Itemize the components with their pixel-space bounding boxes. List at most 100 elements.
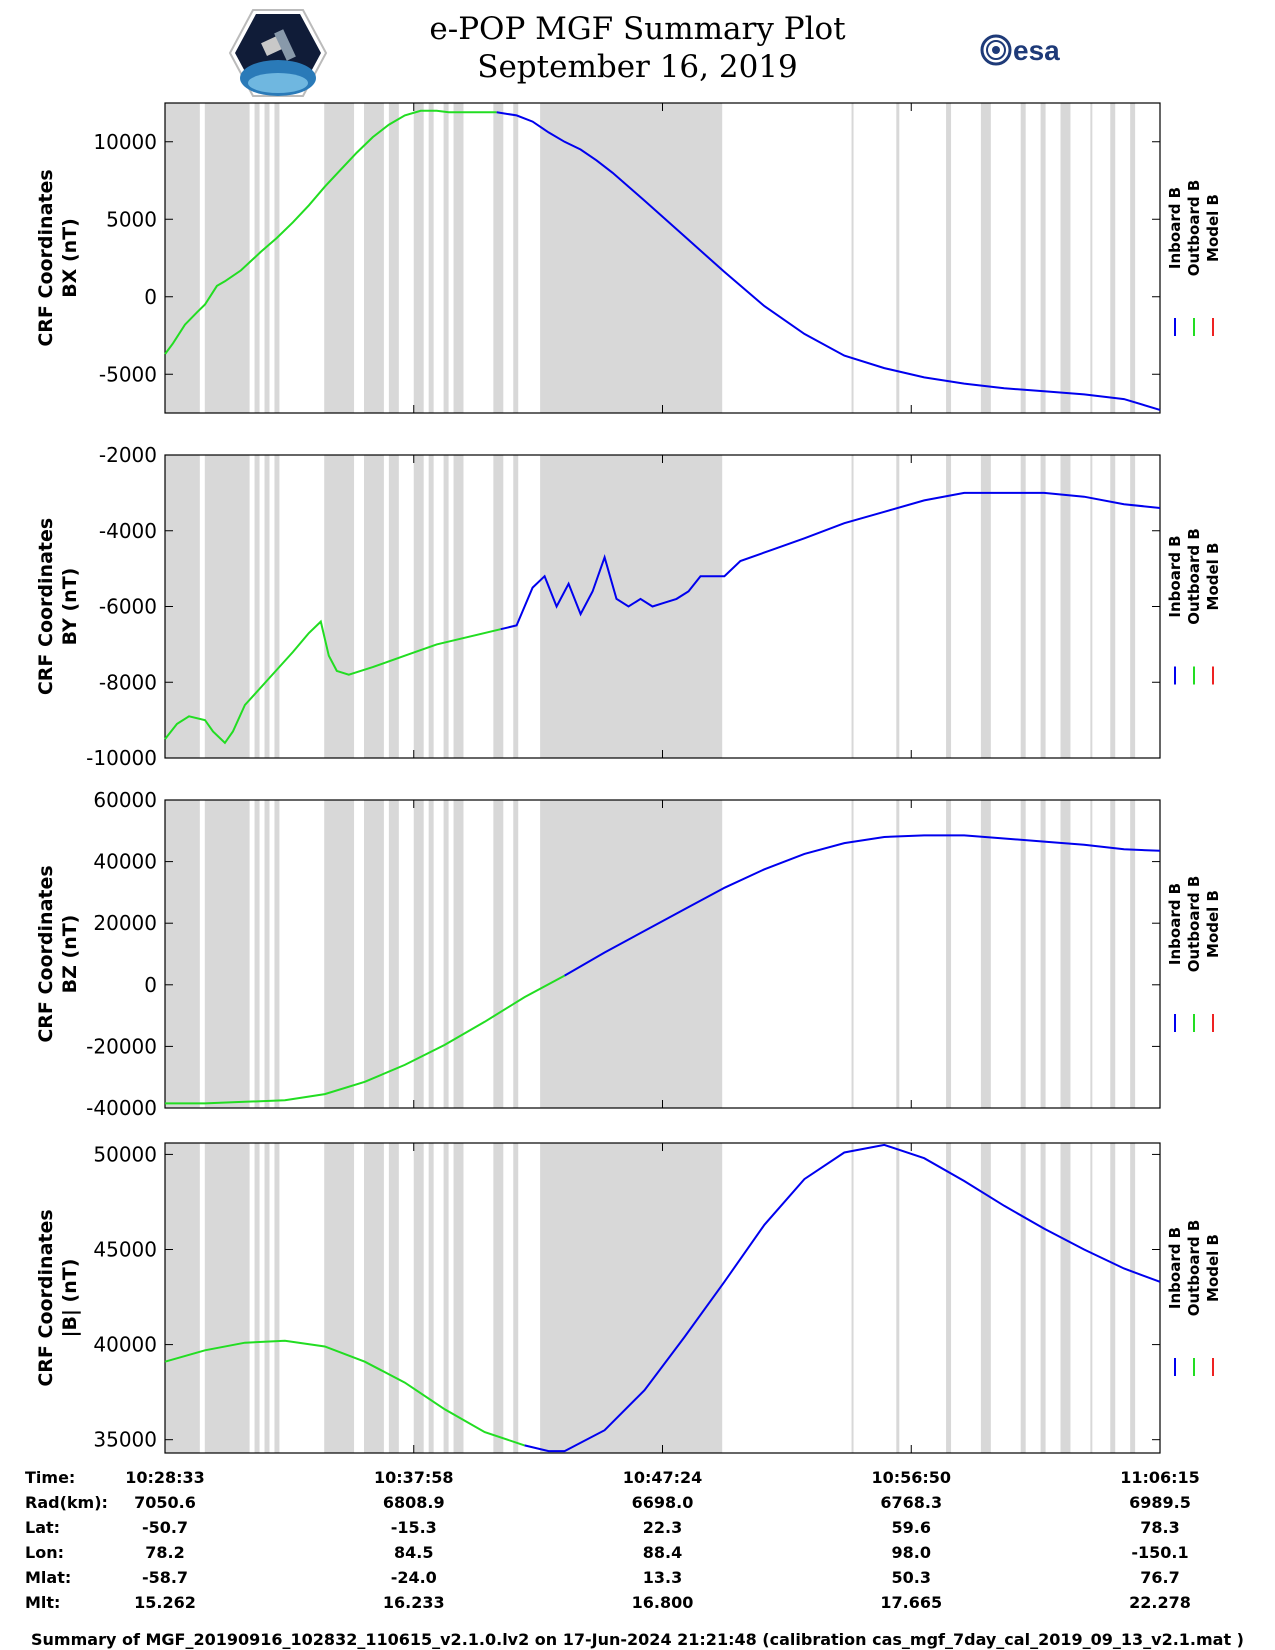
data-gap-band bbox=[851, 800, 854, 1108]
legend-label: Outboard B bbox=[1185, 528, 1203, 625]
legend-label: Inboard B bbox=[1166, 535, 1184, 617]
data-gap-band bbox=[1130, 455, 1136, 758]
data-gap-band bbox=[388, 800, 399, 1108]
data-gap-band bbox=[254, 103, 260, 413]
legend-label: Outboard B bbox=[1185, 1220, 1203, 1317]
esa-logo: esa bbox=[980, 30, 1060, 74]
inboard-b-line bbox=[524, 1143, 1161, 1453]
data-gap-band bbox=[453, 455, 464, 758]
data-gap-band bbox=[1130, 103, 1136, 413]
outboard-b-line bbox=[164, 619, 501, 745]
data-gap-band bbox=[254, 1143, 260, 1453]
info-value: -15.3 bbox=[390, 1518, 437, 1537]
data-gap-band bbox=[1060, 1143, 1071, 1453]
data-gap-band bbox=[1040, 455, 1046, 758]
data-gap-band bbox=[165, 800, 200, 1108]
data-gap-band bbox=[274, 455, 280, 758]
y-tick-label: 40000 bbox=[93, 1333, 157, 1357]
data-gap-band bbox=[443, 800, 449, 1108]
data-gap-band bbox=[1040, 800, 1046, 1108]
data-gap-band bbox=[513, 800, 519, 1108]
info-value: 6698.0 bbox=[631, 1493, 694, 1512]
y-axis-label: CRF Coordinates BZ (nT) bbox=[35, 865, 81, 1042]
data-gap-band bbox=[274, 800, 280, 1108]
info-value: 84.5 bbox=[394, 1543, 434, 1562]
info-row: Lon: 78.2 84.5 88.4 98.0 -150.1 bbox=[0, 1543, 1275, 1568]
info-row: Time: 10:28:33 10:37:58 10:47:24 10:56:50 11:… bbox=[0, 1468, 1275, 1493]
data-gap-band bbox=[264, 1143, 270, 1453]
y-tick-label: 50000 bbox=[93, 1142, 157, 1166]
data-gap-band bbox=[264, 103, 270, 413]
data-gap-band bbox=[851, 103, 854, 413]
y-axis-label: CRF Coordinates BY (nT) bbox=[35, 518, 81, 695]
panel-1: -5000 0 5000 10000 CRF Coordinates BX (nT) Inb… bbox=[35, 102, 1222, 414]
data-gap-band bbox=[428, 800, 434, 1108]
y-tick-label: 20000 bbox=[93, 911, 157, 935]
data-gap-band bbox=[1110, 1143, 1116, 1453]
info-row: Mlt: 15.262 16.233 16.800 17.665 22.278 bbox=[0, 1593, 1275, 1618]
data-gap-band bbox=[324, 455, 355, 758]
data-gap-band bbox=[1090, 800, 1093, 1108]
y-tick-label: -20000 bbox=[86, 1034, 157, 1058]
data-gap-band bbox=[1110, 455, 1116, 758]
data-gap-band bbox=[540, 1143, 723, 1453]
info-value: 7050.6 bbox=[134, 1493, 196, 1512]
data-gap-band bbox=[1110, 103, 1116, 413]
outboard-b-line bbox=[164, 109, 497, 355]
data-gap-band bbox=[324, 103, 355, 413]
data-gap-band bbox=[896, 455, 900, 758]
cassiope-logo-icon bbox=[228, 8, 328, 102]
data-gap-band bbox=[264, 800, 270, 1108]
data-gap-band bbox=[1020, 455, 1026, 758]
data-gap-band bbox=[540, 455, 723, 758]
data-gap-band bbox=[453, 800, 464, 1108]
data-gap-band bbox=[413, 1143, 424, 1453]
info-value: 76.7 bbox=[1140, 1568, 1180, 1587]
data-gap-band bbox=[324, 1143, 355, 1453]
data-gap-band bbox=[946, 103, 952, 413]
legend-label: Inboard B bbox=[1166, 883, 1184, 965]
info-value: 11:06:15 bbox=[1120, 1468, 1200, 1487]
data-gap-band bbox=[428, 1143, 434, 1453]
info-row: Lat: -50.7 -15.3 22.3 59.6 78.3 bbox=[0, 1518, 1275, 1543]
y-tick-label: -6000 bbox=[99, 595, 157, 619]
data-gap-band bbox=[896, 1143, 900, 1453]
data-gap-band bbox=[165, 103, 200, 413]
data-gap-band bbox=[453, 1143, 464, 1453]
data-gap-band bbox=[1090, 455, 1093, 758]
info-value: 10:56:50 bbox=[871, 1468, 952, 1487]
y-tick-label: 0 bbox=[144, 285, 157, 309]
y-axis-label: CRF Coordinates BX (nT) bbox=[35, 169, 81, 346]
data-gap-band bbox=[324, 800, 355, 1108]
legend-label: Model B bbox=[1204, 1234, 1222, 1302]
info-value: 10:37:58 bbox=[373, 1468, 454, 1487]
legend-label: Model B bbox=[1204, 890, 1222, 958]
data-gap-band bbox=[428, 103, 434, 413]
data-gap-band bbox=[388, 1143, 399, 1453]
info-value: 10:28:33 bbox=[125, 1468, 205, 1487]
info-value: -50.7 bbox=[141, 1518, 189, 1537]
outboard-b-line bbox=[165, 974, 566, 1105]
y-tick-label: 45000 bbox=[93, 1238, 157, 1262]
data-gap-band bbox=[1060, 103, 1071, 413]
title-block: e-POP MGF Summary Plot September 16, 201… bbox=[0, 10, 1275, 86]
data-gap-band bbox=[1090, 103, 1093, 413]
data-gap-band bbox=[1060, 800, 1071, 1108]
info-value: 22.278 bbox=[1129, 1593, 1191, 1612]
inboard-b-line bbox=[500, 491, 1161, 631]
y-tick-label: 0 bbox=[144, 973, 157, 997]
data-gap-band bbox=[204, 103, 250, 413]
data-gap-band bbox=[493, 800, 504, 1108]
info-value: 16.800 bbox=[631, 1593, 694, 1612]
data-gap-band bbox=[493, 1143, 504, 1453]
y-tick-label: 35000 bbox=[93, 1428, 157, 1452]
data-gap-band bbox=[540, 800, 723, 1108]
info-value: 59.6 bbox=[891, 1518, 931, 1537]
data-gap-band bbox=[851, 1143, 854, 1453]
y-axis-label: CRF Coordinates |B| (nT) bbox=[35, 1209, 81, 1386]
data-gap-band bbox=[443, 455, 449, 758]
data-gap-band bbox=[264, 455, 270, 758]
data-gap-band bbox=[493, 103, 504, 413]
data-gap-band bbox=[513, 103, 519, 413]
